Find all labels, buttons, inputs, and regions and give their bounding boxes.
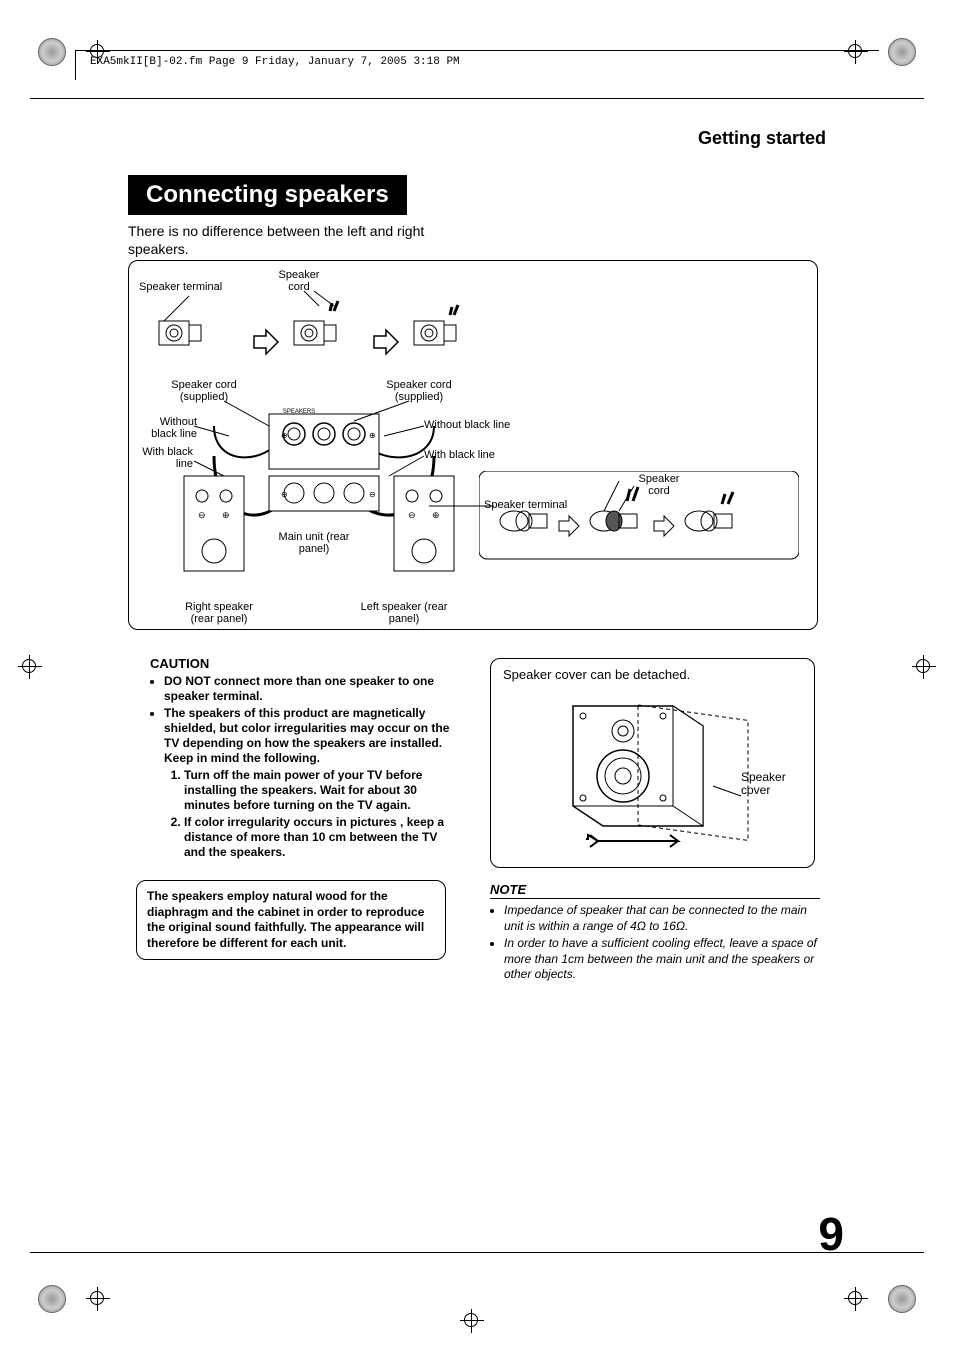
page-number: 9 <box>818 1207 844 1261</box>
reg-target-icon <box>86 1287 110 1311</box>
label-speaker-cover: Speaker cover <box>741 771 801 797</box>
frame-line <box>75 50 76 80</box>
crop-mark-tr <box>844 38 916 66</box>
intro-paragraph: There is no difference between the left … <box>128 222 468 258</box>
caution-item: DO NOT connect more than one speaker to … <box>164 674 450 704</box>
filemeta-text: EXA5mkII[B]-02.fm Page 9 Friday, January… <box>90 56 460 68</box>
note-block: NOTE Impedance of speaker that can be co… <box>490 882 820 985</box>
caution-heading: CAUTION <box>150 656 450 671</box>
crop-mark-ml <box>18 655 42 679</box>
crop-mark-mr <box>912 655 936 679</box>
frame-line <box>30 98 924 99</box>
frame-line <box>75 50 879 51</box>
reg-target-icon <box>844 1287 868 1311</box>
reg-circle-icon <box>38 38 66 66</box>
crop-mark-br <box>844 1285 916 1313</box>
connection-diagram: Speaker terminal Speaker cord Speaker co… <box>128 260 818 630</box>
crop-mark-bl <box>38 1285 110 1313</box>
note-item: Impedance of speaker that can be connect… <box>504 903 820 934</box>
reg-circle-icon <box>38 1285 66 1313</box>
caution-subitem: If color irregularity occurs in pictures… <box>184 815 450 860</box>
note-item: In order to have a sufficient cooling ef… <box>504 936 820 983</box>
note-heading: NOTE <box>490 882 820 899</box>
reg-circle-icon <box>888 1285 916 1313</box>
reg-target-icon <box>912 655 936 679</box>
reg-circle-icon <box>888 38 916 66</box>
reg-target-icon <box>844 40 868 64</box>
page-title: Connecting speakers <box>128 175 407 215</box>
leader-lines <box>129 261 819 631</box>
caution-item: The speakers of this product are magneti… <box>164 706 450 860</box>
speaker-cover-box: Speaker cover can be detached. Speaker c… <box>490 658 815 868</box>
reg-target-icon <box>18 655 42 679</box>
crop-mark-bc <box>460 1309 484 1333</box>
caution-subitem: Turn off the main power of your TV befor… <box>184 768 450 813</box>
caution-item-text: The speakers of this product are magneti… <box>164 706 449 765</box>
reg-target-icon <box>460 1309 484 1333</box>
frame-line <box>30 1252 924 1253</box>
cover-box-text: Speaker cover can be detached. <box>503 667 802 682</box>
section-title: Getting started <box>698 128 826 149</box>
caution-block: CAUTION DO NOT connect more than one spe… <box>150 656 450 862</box>
wood-note-box: The speakers employ natural wood for the… <box>136 880 446 960</box>
